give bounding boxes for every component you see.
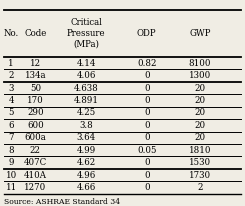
- Text: 134a: 134a: [24, 71, 46, 80]
- Text: 3.64: 3.64: [77, 133, 96, 142]
- Text: 1810: 1810: [189, 146, 211, 155]
- Text: Source: ASHRAE Standard 34: Source: ASHRAE Standard 34: [4, 198, 120, 206]
- Text: 20: 20: [195, 108, 206, 117]
- Text: 50: 50: [30, 84, 41, 92]
- Text: 0: 0: [144, 71, 149, 80]
- Text: 1730: 1730: [189, 171, 211, 179]
- Text: 3: 3: [8, 84, 14, 92]
- Text: No.: No.: [3, 29, 19, 38]
- Text: 0.82: 0.82: [137, 59, 157, 68]
- Text: ODP: ODP: [137, 29, 157, 38]
- Text: 8: 8: [8, 146, 14, 155]
- Text: 4.638: 4.638: [74, 84, 98, 92]
- Text: 10: 10: [5, 171, 17, 179]
- Text: 22: 22: [30, 146, 41, 155]
- Text: 4.66: 4.66: [76, 183, 96, 192]
- Text: 7: 7: [8, 133, 14, 142]
- Text: 11: 11: [5, 183, 17, 192]
- Text: 407C: 407C: [24, 158, 47, 167]
- Text: 0: 0: [144, 183, 149, 192]
- Text: 290: 290: [27, 108, 44, 117]
- Text: 600: 600: [27, 121, 44, 130]
- Text: 0: 0: [144, 171, 149, 179]
- Text: 0.05: 0.05: [137, 146, 157, 155]
- Text: 170: 170: [27, 96, 44, 105]
- Text: 0: 0: [144, 96, 149, 105]
- Text: 2: 2: [8, 71, 14, 80]
- Text: Code: Code: [24, 29, 47, 38]
- Text: 4.25: 4.25: [76, 108, 96, 117]
- Text: 0: 0: [144, 108, 149, 117]
- Text: 1: 1: [8, 59, 14, 68]
- Text: 20: 20: [195, 121, 206, 130]
- Text: 20: 20: [195, 133, 206, 142]
- Text: 4.62: 4.62: [76, 158, 96, 167]
- Text: 4.891: 4.891: [74, 96, 99, 105]
- Text: 600a: 600a: [24, 133, 46, 142]
- Text: 8100: 8100: [189, 59, 211, 68]
- Text: 4.14: 4.14: [76, 59, 96, 68]
- Text: 4.06: 4.06: [76, 71, 96, 80]
- Text: GWP: GWP: [189, 29, 211, 38]
- Text: 9: 9: [8, 158, 14, 167]
- Text: 0: 0: [144, 84, 149, 92]
- Text: 20: 20: [195, 84, 206, 92]
- Text: 12: 12: [30, 59, 41, 68]
- Text: 4: 4: [8, 96, 14, 105]
- Text: 0: 0: [144, 158, 149, 167]
- Text: Critical
Pressure
(MPa): Critical Pressure (MPa): [67, 19, 106, 48]
- Text: 4.99: 4.99: [76, 146, 96, 155]
- Text: 3.8: 3.8: [79, 121, 93, 130]
- Text: 1300: 1300: [189, 71, 211, 80]
- Text: 20: 20: [195, 96, 206, 105]
- Text: 1270: 1270: [24, 183, 47, 192]
- Text: 2: 2: [197, 183, 203, 192]
- Text: 1530: 1530: [189, 158, 211, 167]
- Text: 0: 0: [144, 121, 149, 130]
- Text: 6: 6: [8, 121, 14, 130]
- Text: 4.96: 4.96: [76, 171, 96, 179]
- Text: 0: 0: [144, 133, 149, 142]
- Text: 410A: 410A: [24, 171, 47, 179]
- Text: 5: 5: [8, 108, 14, 117]
